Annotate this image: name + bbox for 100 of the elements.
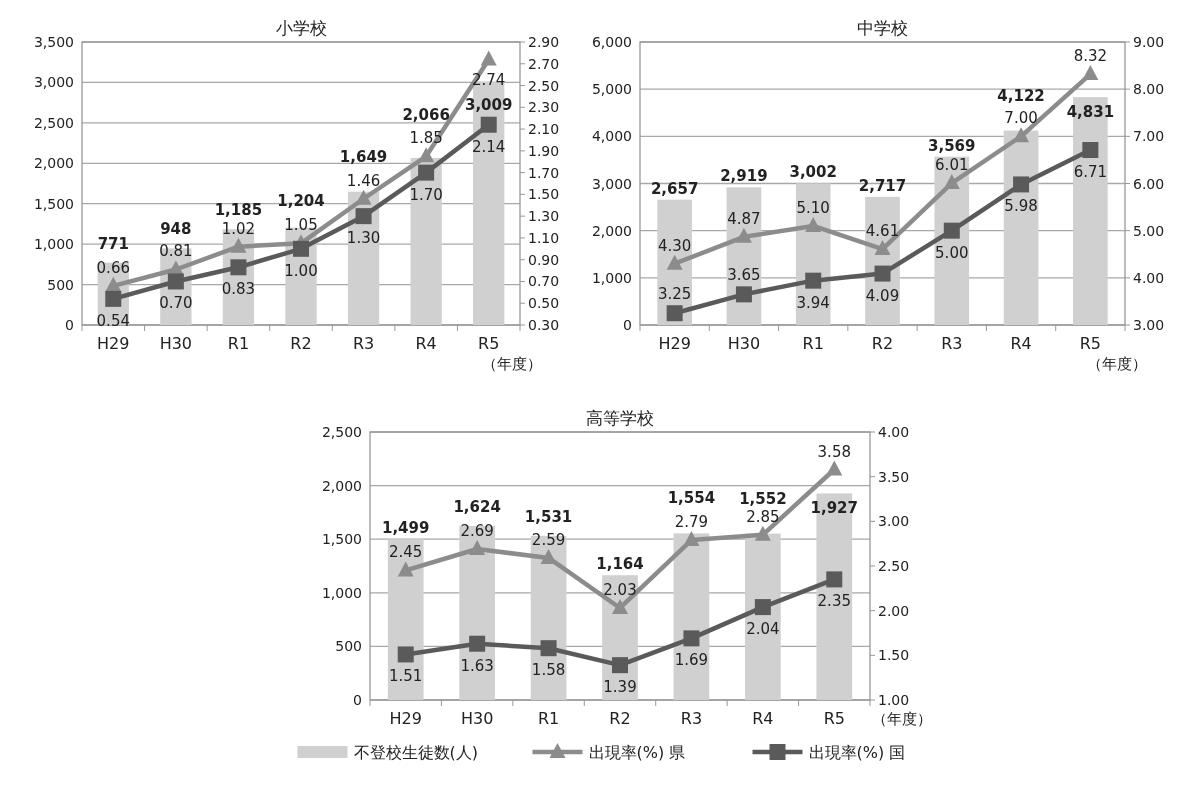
y-tick-label: 1,000 bbox=[591, 269, 632, 286]
point bbox=[612, 657, 628, 674]
point bbox=[874, 265, 891, 282]
point bbox=[805, 272, 822, 289]
y2-tick-label: 7.00 bbox=[1133, 128, 1165, 145]
point bbox=[1082, 65, 1099, 81]
y2-tick-label: 2.50 bbox=[878, 558, 910, 574]
point bbox=[480, 50, 497, 66]
y2-tick-label: 2.90 bbox=[528, 34, 560, 50]
data-label: 3.65 bbox=[727, 266, 761, 285]
data-label: 948 bbox=[160, 220, 192, 239]
y2-tick-label: 1.10 bbox=[528, 229, 560, 246]
bar bbox=[1003, 130, 1039, 325]
x-tick-label: H30 bbox=[460, 709, 494, 728]
data-label: 4.30 bbox=[657, 236, 692, 255]
point bbox=[1013, 176, 1030, 193]
data-label: 3,569 bbox=[928, 136, 976, 155]
data-label: 8.32 bbox=[1073, 47, 1108, 66]
legend-label: 出現率(%) 国 bbox=[808, 743, 906, 762]
data-label: 7.00 bbox=[1004, 109, 1038, 128]
data-label: 1.51 bbox=[389, 667, 423, 686]
data-label: 1,531 bbox=[524, 507, 573, 526]
x-tick-label: R5 bbox=[478, 334, 500, 353]
point bbox=[480, 116, 497, 133]
data-label: 1,624 bbox=[453, 497, 501, 516]
y-tick-label: 0 bbox=[353, 692, 362, 708]
data-label: 1.30 bbox=[346, 229, 381, 248]
y2-tick-label: 2.00 bbox=[878, 602, 910, 619]
data-label: 1.02 bbox=[221, 219, 256, 238]
x-tick-label: H30 bbox=[727, 334, 761, 353]
point bbox=[469, 635, 486, 652]
data-label: 2.85 bbox=[746, 507, 780, 526]
data-label: 0.83 bbox=[221, 280, 256, 299]
x-tick-label: R5 bbox=[823, 709, 845, 728]
x-tick-label: R1 bbox=[537, 709, 560, 728]
data-label: 2.03 bbox=[603, 580, 637, 599]
y2-tick-label: 1.90 bbox=[528, 142, 560, 159]
y2-tick-label: 4.00 bbox=[1133, 269, 1165, 286]
data-label: 5.00 bbox=[935, 243, 969, 262]
y2-tick-label: 4.00 bbox=[878, 424, 910, 440]
data-label: 1,164 bbox=[596, 555, 644, 574]
point bbox=[943, 174, 960, 190]
data-label: 0.54 bbox=[96, 311, 130, 330]
data-label: 6.71 bbox=[1073, 163, 1108, 182]
bar bbox=[410, 157, 442, 325]
data-label: 1.69 bbox=[674, 651, 709, 670]
data-label: 1.58 bbox=[531, 661, 566, 680]
data-label: 6.01 bbox=[935, 156, 969, 175]
y2-tick-label: 9.00 bbox=[1133, 34, 1165, 50]
data-label: 1.70 bbox=[409, 185, 443, 204]
y-tick-label: 3,500 bbox=[33, 34, 74, 50]
point bbox=[418, 164, 435, 181]
data-label: 1,499 bbox=[381, 519, 430, 538]
point bbox=[826, 460, 843, 476]
data-label: 1,927 bbox=[810, 499, 859, 518]
x-tick-label: R4 bbox=[752, 709, 774, 728]
x-tick-label: R2 bbox=[609, 709, 631, 728]
x-tick-label: H29 bbox=[658, 334, 691, 353]
point bbox=[874, 240, 891, 256]
x-tick-label: R3 bbox=[352, 334, 375, 353]
y2-tick-label: 3.00 bbox=[878, 513, 910, 530]
data-label: 771 bbox=[97, 234, 129, 253]
point bbox=[469, 540, 486, 556]
point bbox=[754, 525, 771, 541]
data-label: 1.00 bbox=[284, 261, 318, 280]
x-tick-label: H29 bbox=[389, 709, 422, 728]
y-tick-label: 500 bbox=[335, 638, 362, 655]
data-label: 2.74 bbox=[472, 71, 506, 90]
y2-tick-label: 1.70 bbox=[528, 164, 560, 181]
legend-label: 不登校生徒数(人) bbox=[353, 743, 478, 762]
data-label: 3,002 bbox=[789, 163, 837, 182]
point bbox=[230, 259, 247, 276]
data-label: 2,657 bbox=[650, 179, 699, 198]
data-label: 1.46 bbox=[346, 171, 381, 190]
point bbox=[943, 222, 960, 239]
data-label: 5.98 bbox=[1004, 197, 1038, 216]
data-label: 1,204 bbox=[277, 191, 325, 210]
y-tick-label: 5,000 bbox=[591, 81, 632, 98]
y-tick-label: 500 bbox=[47, 276, 74, 293]
bar bbox=[387, 539, 424, 700]
y-tick-label: 4,000 bbox=[591, 128, 632, 145]
y-tick-label: 0 bbox=[623, 317, 632, 333]
y2-tick-label: 5.00 bbox=[1133, 222, 1165, 239]
y2-tick-label: 1.50 bbox=[528, 186, 560, 203]
data-label: 1,185 bbox=[214, 201, 263, 220]
data-label: 0.81 bbox=[159, 242, 193, 261]
data-label: 1,552 bbox=[739, 489, 787, 508]
x-tick-label: R1 bbox=[802, 334, 824, 353]
x-axis-title: （年度） bbox=[482, 355, 542, 373]
point bbox=[754, 599, 771, 616]
x-tick-label: R3 bbox=[941, 334, 963, 353]
data-label: 1,649 bbox=[339, 147, 388, 166]
data-label: 2,066 bbox=[402, 105, 450, 124]
x-tick-label: H29 bbox=[97, 334, 130, 353]
data-label: 1.63 bbox=[460, 656, 494, 675]
y-tick-label: 3,000 bbox=[33, 74, 74, 91]
y2-tick-label: 0.50 bbox=[528, 295, 560, 312]
data-label: 4,122 bbox=[997, 86, 1045, 105]
y-tick-label: 1,000 bbox=[321, 584, 362, 601]
point bbox=[683, 531, 700, 547]
